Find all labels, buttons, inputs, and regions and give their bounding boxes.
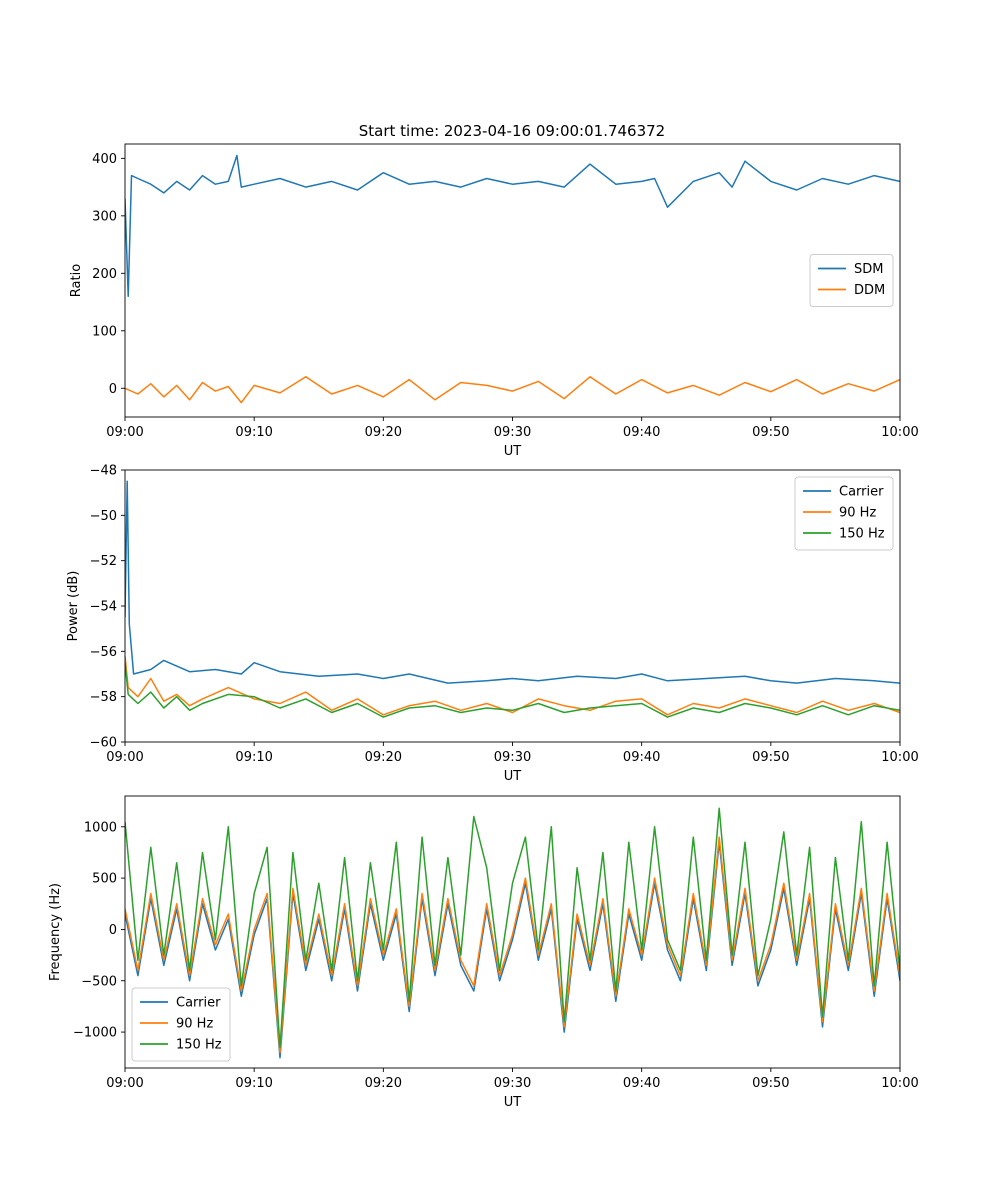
series-group <box>125 480 900 718</box>
x-tick-label: 09:50 <box>752 750 789 765</box>
x-tick-label: 10:00 <box>881 425 918 440</box>
x-tick-label: 10:00 <box>881 1076 918 1091</box>
legend-entry: 150 Hz <box>839 527 885 542</box>
x-tick-label: 09:40 <box>623 425 660 440</box>
legend-entry: 90 Hz <box>176 1017 213 1032</box>
legend: Carrier 90 Hz 150 Hz <box>794 476 894 551</box>
legend-entry: 150 Hz <box>176 1038 222 1053</box>
legend-entry: 90 Hz <box>839 506 876 521</box>
legend: Carrier 90 Hz 150 Hz <box>131 987 231 1062</box>
y-tick-label: 1000 <box>84 820 117 835</box>
x-tick-label: 10:00 <box>881 750 918 765</box>
series-group <box>125 154 900 404</box>
x-tick-label: 09:40 <box>623 750 660 765</box>
y-tick-label: 300 <box>92 209 117 224</box>
y-axis-label: Frequency (Hz) <box>48 883 63 981</box>
y-tick-label: −56 <box>90 645 117 660</box>
y-tick-label: 200 <box>92 267 117 282</box>
y-tick-label: −48 <box>90 464 117 479</box>
x-tick-label: 09:00 <box>106 1076 143 1091</box>
series-line-ddm <box>125 376 900 404</box>
chart-panel-3: 09:00 09:10 09:20 09:30 09:40 09:50 10:00 −1000… <box>48 795 919 1110</box>
chart-panel-2: 09:00 09:10 09:20 09:30 09:40 09:50 10:00 −60 −5… <box>66 464 919 785</box>
x-tick-label: 09:20 <box>365 1076 402 1091</box>
x-tick-label: 09:10 <box>235 750 272 765</box>
series-line-150-hz <box>125 662 900 718</box>
y-tick-label: −60 <box>90 736 117 751</box>
y-axis-label: Ratio <box>69 264 84 297</box>
y-tick-label: 100 <box>92 324 117 339</box>
y-axis-label: Power (dB) <box>66 571 81 642</box>
y-tick-label: 0 <box>109 923 117 938</box>
x-tick-label: 09:20 <box>365 750 402 765</box>
series-line-90-hz <box>125 836 900 1054</box>
x-axis-label: UT <box>504 444 522 459</box>
axes-frame <box>124 469 901 743</box>
x-tick-label: 09:30 <box>494 1076 531 1091</box>
x-tick-label: 09:40 <box>623 1076 660 1091</box>
y-tick-label: 0 <box>109 382 117 397</box>
figure-title: Start time: 2023-04-16 09:00:01.746372 <box>359 122 665 140</box>
chart-panels: 09:00 09:10 09:20 09:30 09:40 09:50 10:00 0 100 2… <box>48 143 919 1110</box>
legend-box <box>809 254 894 307</box>
legend-entry: DDM <box>854 283 885 298</box>
legend: SDM DDM <box>809 254 894 307</box>
y-tick-label: 500 <box>92 872 117 887</box>
x-axis-label: UT <box>504 769 522 784</box>
series-line-carrier <box>125 841 900 1059</box>
y-tick-label: −54 <box>90 600 117 615</box>
y-tick-label: −500 <box>81 974 117 989</box>
x-tick-label: 09:30 <box>494 425 531 440</box>
series-line-carrier <box>125 480 900 684</box>
x-tick-label: 09:10 <box>235 425 272 440</box>
x-tick-label: 09:10 <box>235 1076 272 1091</box>
y-tick-label: −50 <box>90 509 117 524</box>
y-tick-label: −52 <box>90 554 117 569</box>
x-tick-label: 09:50 <box>752 1076 789 1091</box>
legend-entry: Carrier <box>176 996 221 1011</box>
series-group <box>125 807 900 1059</box>
legend-entry: Carrier <box>839 485 884 500</box>
series-line-sdm <box>125 154 900 298</box>
y-tick-label: 400 <box>92 152 117 167</box>
legend-box <box>794 476 894 551</box>
x-tick-label: 09:50 <box>752 425 789 440</box>
y-tick-label: −1000 <box>73 1026 117 1041</box>
legend-box <box>131 987 231 1062</box>
y-tick-label: −58 <box>90 690 117 705</box>
x-tick-label: 09:00 <box>106 750 143 765</box>
series-line-150-hz <box>125 807 900 1049</box>
x-tick-label: 09:20 <box>365 425 402 440</box>
chart-panel-1: 09:00 09:10 09:20 09:30 09:40 09:50 10:00 0 100 2… <box>69 143 919 459</box>
x-tick-label: 09:00 <box>106 425 143 440</box>
legend-entry: SDM <box>854 262 883 277</box>
series-line-90-hz <box>125 655 900 716</box>
x-tick-label: 09:30 <box>494 750 531 765</box>
x-axis-label: UT <box>504 1095 522 1110</box>
